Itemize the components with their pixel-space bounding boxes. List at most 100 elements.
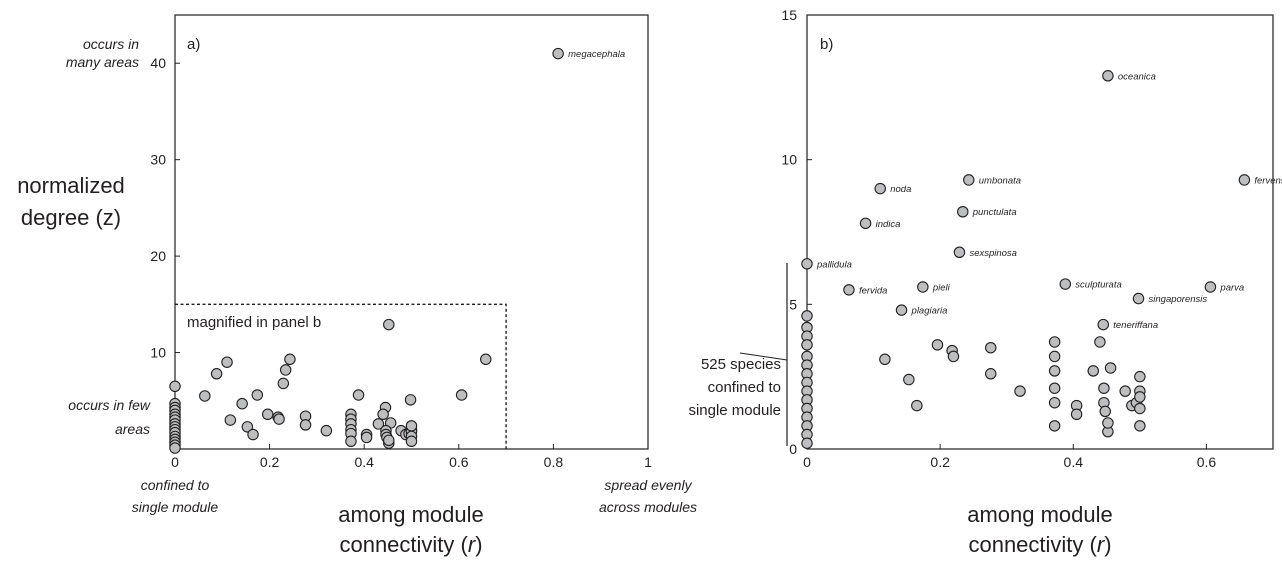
x-low-note-line2: single module — [132, 499, 219, 515]
annotation-line3: single module — [688, 402, 781, 419]
data-point — [1094, 336, 1106, 348]
data-point — [1134, 370, 1146, 383]
y-axis-label-line2: degree (z) — [21, 205, 121, 230]
x-tick-label: 0 — [803, 454, 811, 470]
data-point — [963, 174, 975, 186]
data-point — [1048, 350, 1061, 363]
annotation-leader — [739, 352, 788, 361]
data-point — [552, 47, 564, 60]
point-label-umbonata: umbonata — [979, 175, 1021, 186]
data-point — [1134, 402, 1146, 415]
data-point — [843, 284, 855, 296]
data-point — [1098, 382, 1110, 394]
data-point — [801, 258, 813, 270]
data-point — [277, 377, 290, 390]
data-point — [1119, 385, 1131, 397]
point-label-teneriffana: teneriffana — [1113, 320, 1158, 331]
x-tick-label: 0 — [171, 454, 179, 470]
data-point — [169, 442, 181, 454]
point-label-fervens: fervens — [1254, 175, 1282, 186]
data-point — [1102, 417, 1114, 429]
panel-a: a) magnified in panel b normalized degre… — [17, 14, 697, 557]
data-point — [377, 408, 389, 421]
x-tick-label: 0.2 — [260, 454, 280, 470]
data-point — [879, 353, 891, 366]
data-point — [1204, 281, 1217, 293]
data-point — [917, 281, 929, 293]
point-label-sexspinosa: sexspinosa — [969, 248, 1017, 259]
data-point — [895, 304, 908, 316]
point-label-oceanica: oceanica — [1118, 71, 1156, 82]
data-point — [1014, 385, 1026, 397]
data-point — [241, 421, 254, 433]
y-tick-label: 15 — [781, 7, 797, 23]
x-axis-label-line2: connectivity (r) — [339, 532, 482, 557]
data-point — [169, 380, 181, 393]
panel-b-ticks: 0 0.2 0.4 0.6 0 5 10 15 — [781, 7, 1216, 470]
data-point — [1097, 318, 1109, 331]
x-axis-label-b-line2: connectivity (r) — [968, 532, 1111, 557]
x-tick-label: 0.2 — [930, 454, 950, 470]
data-point — [1134, 420, 1146, 432]
data-point — [210, 368, 223, 380]
data-point — [931, 339, 944, 351]
data-point — [404, 394, 417, 406]
y-tick-label: 20 — [150, 248, 166, 264]
data-point — [352, 389, 365, 401]
data-point — [247, 428, 259, 441]
panel-a-points: megacephala — [169, 47, 625, 454]
data-point — [1134, 391, 1146, 403]
data-point — [1087, 365, 1100, 377]
data-point — [801, 310, 813, 322]
y-tick-label: 0 — [789, 441, 797, 457]
point-label-noda: noda — [890, 184, 911, 195]
annotation-line2: confined to — [708, 379, 781, 396]
point-label-indica: indica — [876, 219, 901, 230]
x-tick-label: 0.6 — [449, 454, 469, 470]
y-tick-label: 5 — [789, 296, 797, 312]
point-label-megacephala: megacephala — [568, 49, 625, 60]
x-tick-label: 1 — [644, 454, 652, 470]
y-low-note-line2: areas — [115, 421, 150, 437]
data-point — [984, 341, 997, 354]
x-high-note-line2: across modules — [599, 499, 697, 515]
data-point — [1048, 382, 1061, 394]
x-tick-label: 0.6 — [1197, 454, 1217, 470]
data-point — [279, 364, 292, 376]
point-label-parva: parva — [1219, 282, 1244, 293]
y-low-note-line1: occurs in few — [68, 397, 151, 413]
data-point — [903, 373, 915, 386]
data-point — [299, 419, 312, 431]
panel-b-label: b) — [820, 36, 833, 53]
data-point — [947, 350, 960, 363]
point-label-punctulata: punctulata — [972, 207, 1017, 218]
data-point — [984, 368, 997, 380]
data-point — [1104, 362, 1117, 374]
panel-a-frame — [174, 14, 649, 450]
panel-b-frame — [806, 14, 1274, 450]
data-point — [1099, 405, 1111, 418]
data-point — [1238, 174, 1251, 186]
data-point — [383, 318, 395, 331]
data-point — [1070, 408, 1083, 421]
data-point — [236, 397, 248, 410]
data-point — [273, 413, 285, 425]
panel-b-points: oceanica noda umbonata fervens punctulata ind… — [801, 70, 1282, 449]
data-point — [1059, 278, 1072, 290]
inset-label: magnified in panel b — [187, 314, 321, 331]
data-point — [801, 339, 813, 351]
data-point — [1102, 70, 1114, 82]
y-tick-label: 30 — [150, 152, 166, 168]
data-point — [224, 414, 237, 426]
data-point — [1048, 396, 1061, 409]
data-point — [372, 418, 385, 430]
data-point — [284, 353, 296, 366]
y-tick-label: 40 — [150, 55, 166, 71]
data-point — [1132, 292, 1145, 305]
data-point — [859, 217, 872, 230]
data-point — [1048, 420, 1061, 432]
point-label-sculpturata: sculpturata — [1075, 280, 1121, 291]
x-axis-label-b-line1: among module — [967, 502, 1113, 527]
point-label-plagiaria: plagiaria — [911, 306, 948, 317]
